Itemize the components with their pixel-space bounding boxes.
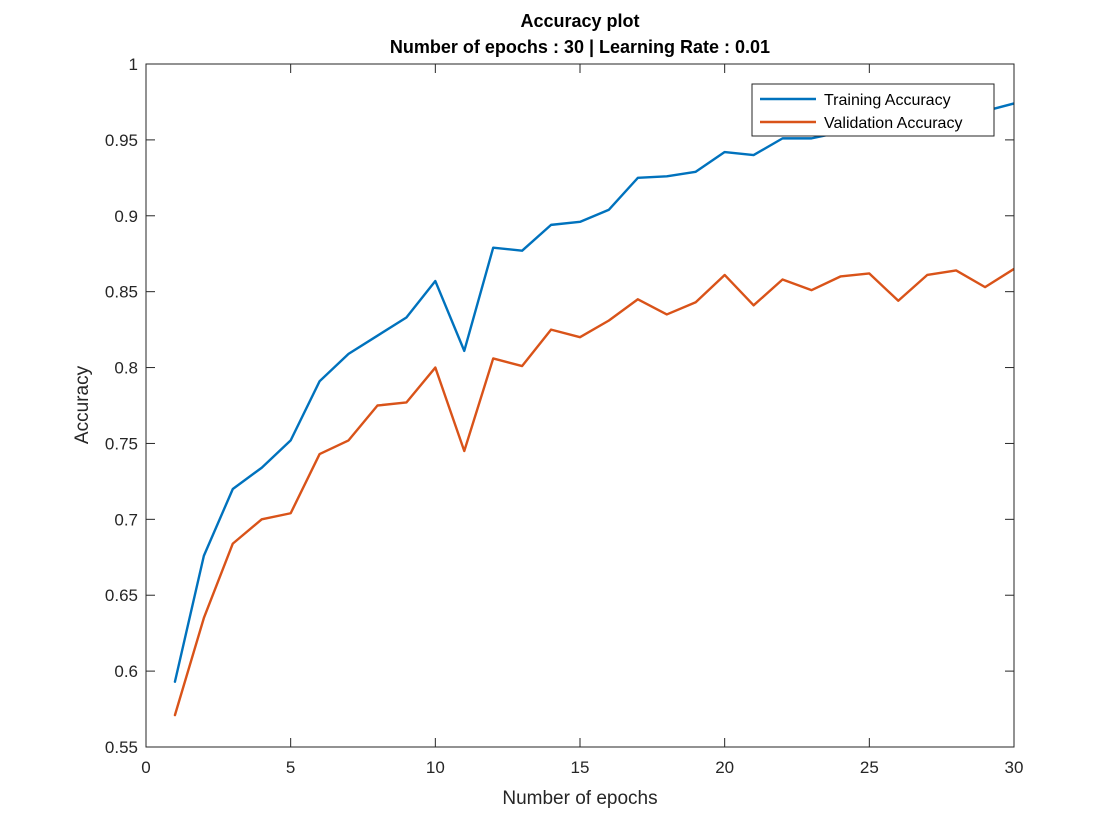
y-tick-label: 0.55 <box>105 738 138 757</box>
y-tick-label: 0.8 <box>114 359 138 378</box>
x-tick-label: 25 <box>860 758 879 777</box>
y-tick-label: 0.6 <box>114 662 138 681</box>
series-layer <box>173 102 1014 717</box>
chart-subtitle: Number of epochs : 30 | Learning Rate : … <box>390 37 770 57</box>
legend-box <box>751 83 995 137</box>
y-tick-label: 0.7 <box>114 510 138 529</box>
chart-title: Accuracy plot <box>520 11 639 31</box>
legend: Training Accuracy Validation Accuracy <box>751 83 995 137</box>
y-tick-label: 0.85 <box>105 283 138 302</box>
x-tick-label: 5 <box>286 758 295 777</box>
series-line-training-accuracy <box>173 102 1014 683</box>
y-tick-label: 0.75 <box>105 434 138 453</box>
x-tick-label: 20 <box>715 758 734 777</box>
ticks-layer: 0 5 10 15 20 25 30 0.55 0.6 0.65 0.7 0.75 0.8 0.85 0.9… <box>105 55 1024 777</box>
plot-frame <box>145 63 1015 748</box>
x-tick-label: 30 <box>1005 758 1024 777</box>
y-axis-label: Accuracy <box>72 365 93 444</box>
axes-layer <box>145 63 1015 748</box>
y-tick-label: 0.9 <box>114 207 138 226</box>
x-tick-label: 0 <box>141 758 150 777</box>
legend-label: Training Accuracy <box>824 92 951 109</box>
x-tick-label: 15 <box>571 758 590 777</box>
y-tick-label: 0.65 <box>105 586 138 605</box>
y-tick-label: 1 <box>129 55 138 74</box>
x-tick-label: 10 <box>426 758 445 777</box>
y-tick-label: 0.95 <box>105 131 138 150</box>
x-axis-label: Number of epochs <box>502 788 657 809</box>
series-line-validation-accuracy <box>173 267 1014 717</box>
legend-label: Validation Accuracy <box>824 115 962 132</box>
